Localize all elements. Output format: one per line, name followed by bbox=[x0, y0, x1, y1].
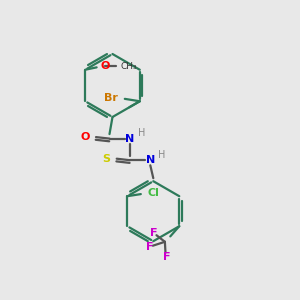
Text: Cl: Cl bbox=[147, 188, 159, 198]
Text: F: F bbox=[146, 242, 153, 252]
Text: F: F bbox=[163, 252, 170, 262]
Text: N: N bbox=[125, 134, 134, 144]
Text: S: S bbox=[102, 154, 110, 164]
Text: N: N bbox=[146, 155, 155, 165]
Text: H: H bbox=[158, 150, 166, 160]
Text: F: F bbox=[150, 228, 157, 238]
Text: Br: Br bbox=[104, 93, 118, 103]
Text: O: O bbox=[101, 61, 110, 71]
Text: O: O bbox=[81, 132, 90, 142]
Text: H: H bbox=[138, 128, 146, 138]
Text: CH₃: CH₃ bbox=[120, 61, 136, 70]
